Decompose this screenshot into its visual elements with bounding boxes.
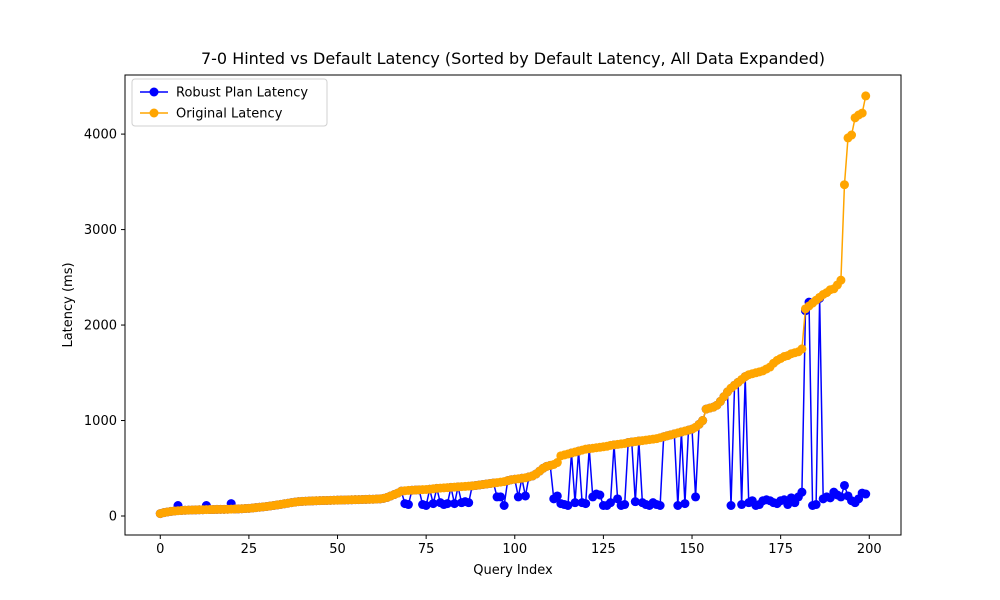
point: [581, 499, 591, 509]
point: [630, 497, 640, 507]
point: [861, 91, 871, 101]
x-tick-label: 175: [768, 542, 793, 557]
plot-area: [124, 74, 902, 536]
point: [673, 500, 683, 510]
point: [595, 490, 605, 500]
point: [836, 492, 846, 502]
point: [698, 416, 708, 426]
point: [783, 500, 793, 510]
point: [797, 344, 807, 354]
x-tick-label: 100: [502, 542, 527, 557]
point: [563, 500, 573, 510]
point: [499, 500, 509, 510]
legend-marker: [149, 108, 159, 118]
point: [552, 491, 562, 501]
series: [155, 293, 871, 519]
point: [861, 489, 871, 499]
point: [552, 458, 562, 468]
y-tick-label: 2000: [84, 319, 117, 334]
point: [857, 108, 867, 118]
x-tick-label: 25: [241, 542, 258, 557]
point: [797, 487, 807, 497]
legend-label: Robust Plan Latency: [176, 86, 308, 101]
point: [421, 500, 431, 510]
legend-marker: [149, 87, 159, 97]
series: [155, 91, 871, 519]
y-tick-label: 1000: [84, 414, 117, 429]
point: [513, 492, 523, 502]
x-tick-label: 50: [329, 542, 346, 557]
x-tick-label: 125: [591, 542, 616, 557]
point: [520, 491, 530, 501]
point: [691, 492, 701, 502]
point: [620, 500, 630, 510]
point: [605, 498, 615, 508]
point: [847, 130, 857, 140]
chart-title: 7-0 Hinted vs Default Latency (Sorted by…: [201, 49, 825, 68]
y-tick-label: 4000: [84, 128, 117, 143]
point: [811, 500, 821, 510]
y-tick-label: 0: [109, 510, 117, 525]
x-tick-label: 0: [156, 542, 164, 557]
point: [570, 498, 580, 508]
point: [655, 500, 665, 510]
point: [680, 499, 690, 509]
point: [839, 480, 849, 490]
x-tick-label: 75: [418, 542, 435, 557]
point: [613, 494, 623, 504]
x-tick-label: 150: [680, 542, 705, 557]
legend: Robust Plan Latency Original Latency: [131, 78, 328, 127]
series-line: [160, 95, 867, 515]
y-tick-label: 3000: [84, 223, 117, 238]
point: [839, 180, 849, 190]
point: [496, 492, 506, 502]
y-axis-label: Latency (ms): [61, 262, 76, 347]
point: [836, 275, 846, 285]
legend-label: Original Latency: [176, 107, 283, 122]
x-axis-label: Query Index: [473, 563, 553, 578]
point: [737, 500, 747, 510]
x-tick-label: 200: [857, 542, 882, 557]
point: [403, 500, 413, 510]
point: [726, 500, 736, 510]
legend-box: [131, 78, 328, 127]
point: [450, 499, 460, 509]
point: [428, 499, 438, 509]
point: [442, 499, 452, 509]
point: [464, 498, 474, 508]
